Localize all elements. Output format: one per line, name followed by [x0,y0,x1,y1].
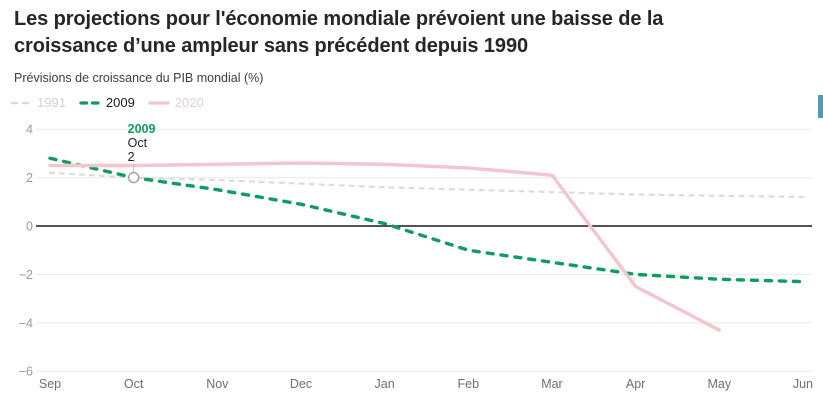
y-axis-tick-label: 0 [26,220,33,234]
data-point-marker[interactable] [127,171,140,184]
tooltip-month-label: Oct [128,136,148,150]
series-line-2020 [48,161,721,332]
x-axis-tick-label: Jan [375,377,395,391]
x-axis-tick-label: Oct [124,377,144,391]
x-axis-tick-label: Mar [541,377,563,391]
y-axis-tick-label: −2 [19,268,33,282]
chart-subtitle: Prévisions de croissance du PIB mondial … [14,70,264,85]
x-axis-tick-label: Dec [290,377,312,391]
legend-label-2020: 2020 [174,95,204,110]
legend-label-2009: 2009 [105,95,135,110]
tooltip-value-label: 2 [128,150,135,164]
legend-line-1991-icon [10,101,32,104]
x-axis-tick-label: Jun [793,377,813,391]
chart-legend: 1991 2009 2020 [10,95,204,110]
legend-item-2020[interactable]: 2020 [148,95,204,110]
x-axis-tick-label: Apr [626,377,645,391]
series-line-1991 [48,171,805,199]
scrollbar-thumb[interactable] [818,95,823,118]
legend-line-2020-icon [148,100,170,105]
y-axis-tick-label: 2 [26,171,33,185]
tooltip-year-label: 2009 [128,122,156,136]
x-axis-tick-label: Sep [39,377,61,391]
legend-label-1991: 1991 [37,95,66,110]
x-axis-tick-label: May [707,377,731,391]
y-axis-tick-label: −4 [19,316,33,330]
series-line-2009 [48,156,805,284]
y-axis-tick-label: −6 [19,365,33,379]
line-chart[interactable]: 4 2 0 −2 −4 −6 Sep Oct Nov Dec Jan Feb Mar Apr May Jun 2… [0,112,823,413]
x-axis-tick-label: Nov [206,377,229,391]
y-axis-tick-label: 4 [26,123,33,137]
chart-area: 4 2 0 −2 −4 −6 Sep Oct Nov Dec Jan Feb Mar Apr May Jun 2… [0,112,823,413]
legend-item-1991[interactable]: 1991 [10,95,66,110]
chart-header: Les projections pour l'économie mondiale… [14,6,794,85]
legend-line-2009-icon [79,100,101,105]
legend-item-2009[interactable]: 2009 [79,95,135,110]
x-axis-tick-label: Feb [458,377,480,391]
chart-title: Les projections pour l'économie mondiale… [14,8,664,57]
